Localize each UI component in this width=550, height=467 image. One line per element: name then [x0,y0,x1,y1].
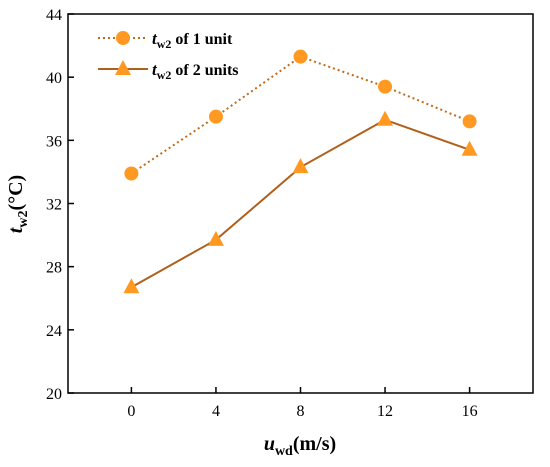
y-tick-label: 20 [46,386,62,403]
data-point [207,230,224,246]
y-tick-label: 40 [46,70,62,87]
data-point [378,79,393,94]
legend-entry-series-2: tw2 of 2 units [98,60,239,82]
y-axis-title: tw2(°C) [5,175,31,233]
y-tick-label: 24 [46,323,62,340]
series-layer [123,49,478,294]
legend-marker-series-2 [115,60,131,75]
data-point [462,114,477,129]
x-axis-title: uwd(m/s) [264,433,336,459]
data-point [377,110,394,126]
series-2 [123,110,478,294]
series-2-line [130,118,470,289]
series-1 [124,49,477,181]
legend: tw2 of 1 unit tw2 of 2 units [98,29,239,82]
x-tick-label: 12 [377,403,393,420]
y-tick-label: 28 [46,260,62,277]
x-tick-label: 0 [127,403,135,420]
data-point [293,49,308,64]
x-tick-label: 4 [212,403,220,420]
data-point [208,109,223,124]
y-tick-label: 32 [46,197,62,214]
plot-frame [67,13,534,394]
data-point [292,158,309,174]
data-point [124,166,139,181]
y-tick-label: 36 [46,133,62,150]
legend-label-series-1: tw2 of 1 unit [152,29,233,51]
data-point [123,278,140,294]
legend-entry-series-1: tw2 of 1 unit [98,29,233,51]
x-tick-label: 8 [297,403,305,420]
legend-label-series-2: tw2 of 2 units [152,60,239,82]
y-tick-label: 44 [46,7,62,24]
x-tick-label: 16 [462,403,478,420]
axis-ticks: 0 4 8 12 16 20 24 28 32 36 40 44 [46,7,478,420]
data-point [461,140,478,156]
legend-marker-series-1 [116,31,130,45]
